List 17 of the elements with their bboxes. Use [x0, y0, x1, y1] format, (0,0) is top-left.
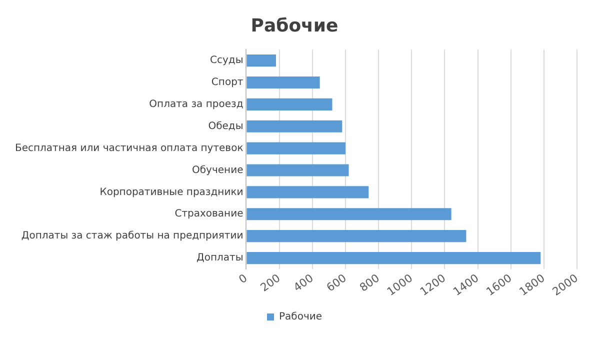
y-tick-label: Страхование: [174, 208, 244, 220]
y-tick-label: Бесплатная или частичная оплата путевок: [14, 142, 244, 154]
x-tick-label: 800: [357, 272, 382, 294]
x-tick-label: 600: [324, 272, 349, 294]
y-tick-label: Ссуды: [210, 55, 244, 66]
x-tick-label: 0: [236, 272, 250, 286]
y-tick-label: Корпоративные праздники: [100, 186, 244, 198]
y-tick-label: Спорт: [211, 77, 244, 88]
x-tick-label: 400: [291, 272, 316, 294]
y-tick-label: Оплата за проезд: [149, 99, 244, 110]
chart-title: Рабочие: [250, 15, 338, 36]
y-tick-label: Доплаты: [196, 252, 244, 264]
y-tick-label: Обеды: [208, 120, 244, 132]
x-tick-label: 200: [258, 272, 283, 294]
legend-label: Рабочие: [279, 312, 322, 323]
y-tick-label: Доплаты за стаж работы на предприятии: [21, 230, 244, 242]
y-tick-label: Обучение: [192, 164, 244, 176]
